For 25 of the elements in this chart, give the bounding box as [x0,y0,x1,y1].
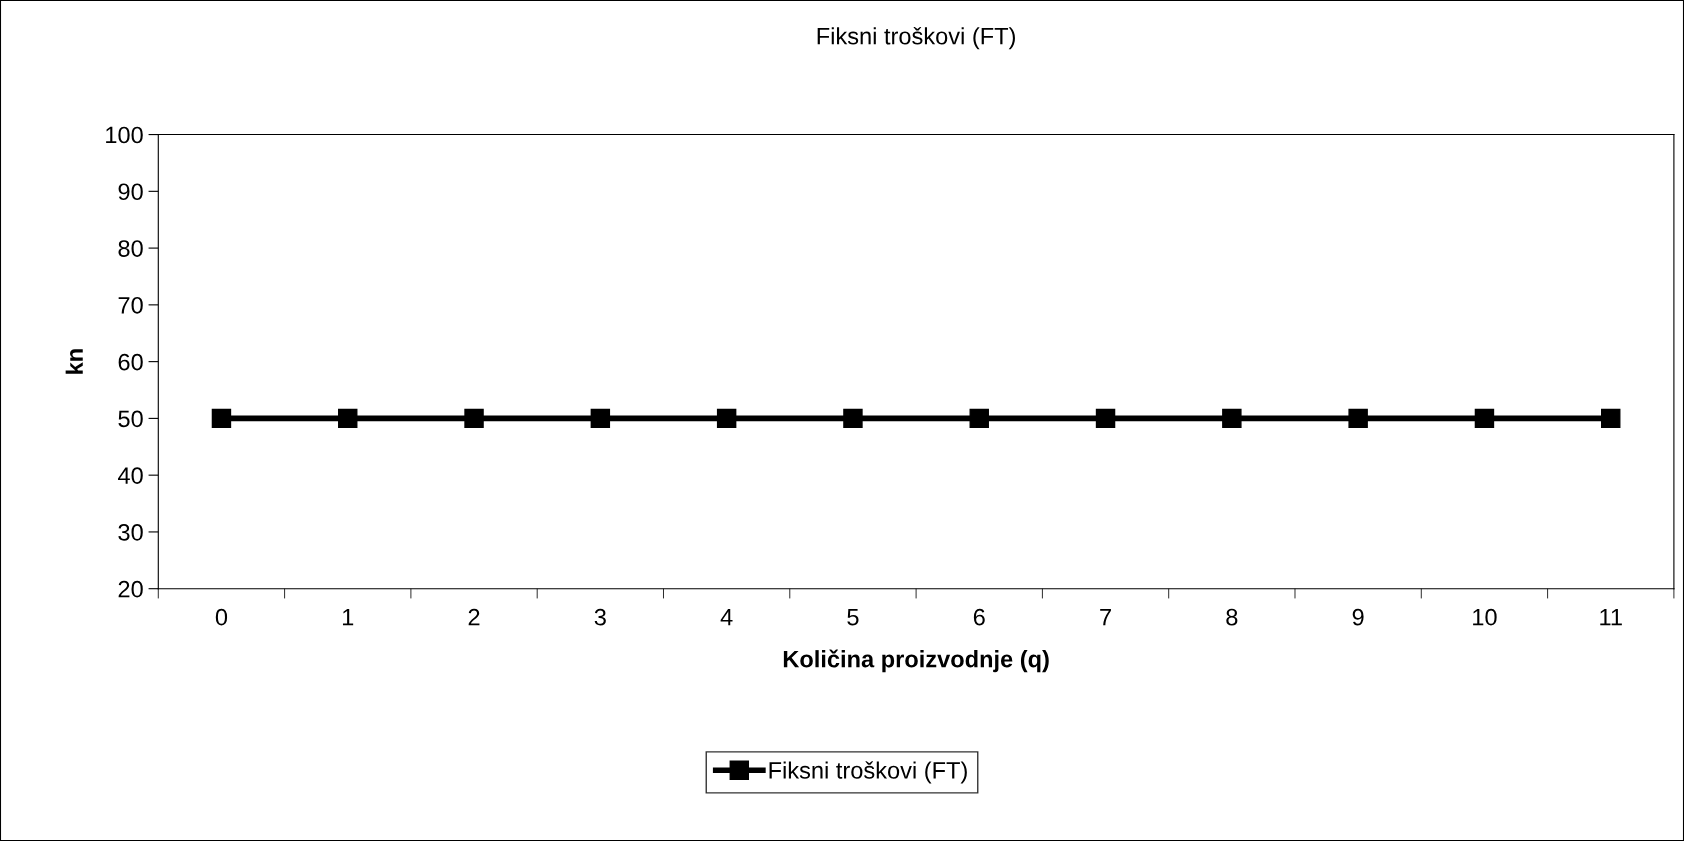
y-tick-label: 100 [106,126,143,144]
x-tick-label: 11 [1600,609,1622,626]
x-tick-label: 6 [973,608,985,626]
y-tick-label: 70 [118,296,143,314]
y-tick-label: 20 [118,580,143,598]
y-tick-label: 50 [118,410,143,428]
y-tick-label: 40 [118,467,143,484]
x-tick-label: 1 [342,609,354,626]
x-tick-label: 10 [1473,608,1497,626]
x-tick-label: 9 [1352,608,1364,626]
chart-title: Fiksni troškovi (FT) [817,27,1015,50]
x-tick-label: 3 [594,608,606,626]
x-tick-label: 4 [720,609,733,626]
y-tick-label: 90 [118,183,143,201]
x-axis-title: Količina proizvodnje (q) [783,649,1049,673]
x-tick-label: 0 [215,608,228,626]
x-tick-label: 5 [847,609,859,626]
y-tick-label: 80 [118,240,143,257]
y-axis-title: kn [65,349,83,374]
y-tick-label: 30 [118,524,143,541]
x-tick-label: 2 [468,608,480,626]
x-tick-label: 8 [1226,608,1238,626]
legend-label: Fiksni troškovi (FT) [769,761,967,784]
x-tick-label: 7 [1100,609,1111,626]
y-tick-label: 60 [118,353,143,371]
